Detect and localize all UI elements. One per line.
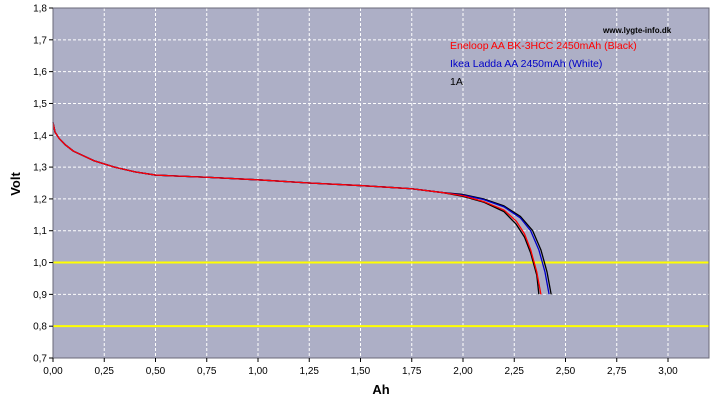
x-tick-label: 0,00 [43, 366, 63, 377]
y-tick-label: 0,8 [33, 322, 47, 333]
y-tick-label: 1,3 [33, 163, 47, 174]
x-tick-label: 0,25 [95, 366, 115, 377]
x-tick-labels: 0,00 0,25 0,50 0,75 1,00 1,25 1,50 1,75 2,00 2,25… [43, 358, 678, 377]
x-tick-label: 2,25 [505, 366, 525, 377]
y-tick-label: 1,1 [33, 226, 47, 237]
legend-entry-ikea-ladda: Ikea Ladda AA 2450mAh (White) [450, 58, 602, 70]
series-line [52, 122, 542, 295]
legend-entry-eneloop: Eneloop AA BK-3HCC 2450mAh (Black) [450, 40, 637, 52]
x-tick-label: 0,50 [146, 366, 166, 377]
x-tick-label: 2,00 [453, 366, 473, 377]
y-tick-label: 0,9 [33, 290, 47, 301]
y-tick-label: 1,2 [33, 194, 47, 205]
y-tick-label: 1,7 [33, 35, 47, 46]
x-tick-label: 3,00 [658, 366, 678, 377]
y-axis-label: Volt [8, 172, 23, 196]
current-annotation: 1A [450, 76, 463, 88]
x-tick-label: 1,25 [300, 366, 320, 377]
x-tick-label: 1,75 [402, 366, 422, 377]
series-lines [52, 122, 552, 295]
y-tick-label: 1,5 [33, 99, 47, 110]
y-tick-label: 1,6 [33, 67, 47, 78]
x-tick-label: 0,75 [197, 366, 217, 377]
x-tick-label: 1,50 [351, 366, 371, 377]
x-tick-label: 2,50 [556, 366, 576, 377]
y-tick-label: 1,0 [33, 258, 47, 269]
y-tick-labels: 0,7 0,8 0,9 1,0 1,1 1,2 1,3 1,4 1,5 1,6 1,7 1,8 [33, 4, 53, 365]
y-tick-label: 0,7 [33, 354, 47, 365]
website-annotation: www.lygte-info.dk [602, 26, 672, 35]
x-tick-label: 2,75 [607, 366, 627, 377]
y-tick-label: 1,8 [33, 4, 47, 15]
reference-lines [53, 261, 709, 328]
plot-frame [52, 7, 710, 359]
x-tick-label: 1,00 [248, 366, 268, 377]
plot-background [53, 8, 709, 358]
y-tick-label: 1,4 [33, 131, 47, 142]
x-axis-label: Ah [372, 382, 389, 397]
